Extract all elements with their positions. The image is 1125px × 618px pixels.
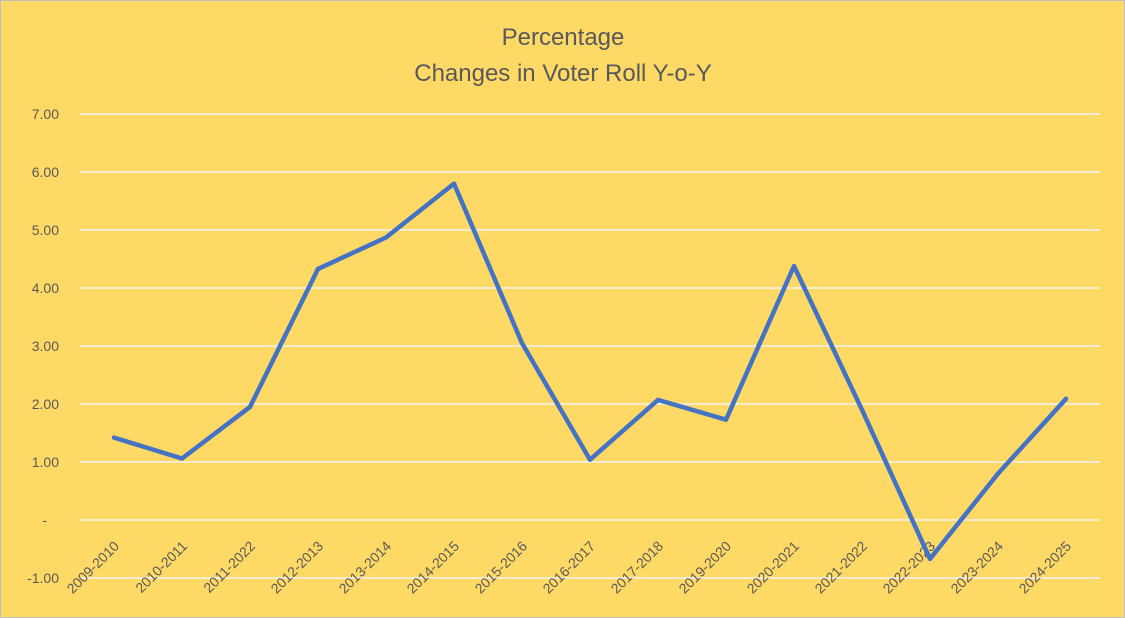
- x-tick-label: 2012-2013: [267, 538, 326, 597]
- series-line: [111, 181, 1069, 562]
- y-tick-label: 6.00: [32, 164, 59, 180]
- data-point: [316, 266, 320, 271]
- y-tick-label: -1.00: [27, 570, 59, 586]
- data-point: [656, 397, 660, 402]
- x-tick-label: 2013-2014: [335, 538, 394, 597]
- data-point: [588, 457, 592, 462]
- x-tick-label: 2015-2016: [471, 538, 530, 597]
- data-point: [112, 435, 116, 440]
- y-tick-label: 2.00: [32, 396, 59, 412]
- x-tick-label: 2022-2023: [879, 538, 938, 597]
- data-point: [452, 181, 456, 186]
- data-point: [1064, 396, 1068, 401]
- y-tick-label: -: [42, 512, 47, 528]
- data-point: [724, 417, 728, 422]
- x-tick-label: 2009-2010: [63, 538, 122, 597]
- data-point: [180, 456, 184, 461]
- x-tick-label: 2023-2024: [947, 538, 1006, 597]
- x-tick-label: 2014-2015: [403, 538, 462, 597]
- x-tick-label: 2011-2022: [200, 538, 258, 596]
- chart-title-line-2: Changes in Voter Roll Y-o-Y: [414, 60, 712, 87]
- x-tick-label: 2016-2017: [539, 538, 598, 597]
- gridlines: [80, 113, 1100, 579]
- x-tick-label: 2017-2018: [607, 538, 666, 597]
- series-layer: [111, 181, 1069, 562]
- data-point: [928, 556, 932, 561]
- x-tick-label: 2021-2022: [811, 538, 870, 597]
- y-tick-label: 5.00: [32, 222, 59, 238]
- y-axis-tick-labels: -1.00-1.002.003.004.005.006.007.00: [27, 106, 59, 586]
- data-point: [248, 404, 252, 409]
- x-tick-label: 2024-2025: [1015, 538, 1074, 597]
- y-tick-label: 1.00: [32, 454, 59, 470]
- x-tick-label: 2019-2020: [675, 538, 734, 597]
- data-point: [520, 341, 524, 346]
- y-tick-label: 4.00: [32, 280, 59, 296]
- data-point: [384, 235, 388, 240]
- x-tick-label: 2010-2011: [132, 538, 190, 596]
- y-tick-label: 7.00: [32, 106, 59, 122]
- chart-title-line-1: Percentage: [502, 24, 625, 51]
- x-tick-label: 2020-2021: [743, 538, 802, 597]
- data-point: [860, 407, 864, 412]
- data-point: [996, 471, 1000, 476]
- y-tick-label: 3.00: [32, 338, 59, 354]
- data-point: [792, 263, 796, 268]
